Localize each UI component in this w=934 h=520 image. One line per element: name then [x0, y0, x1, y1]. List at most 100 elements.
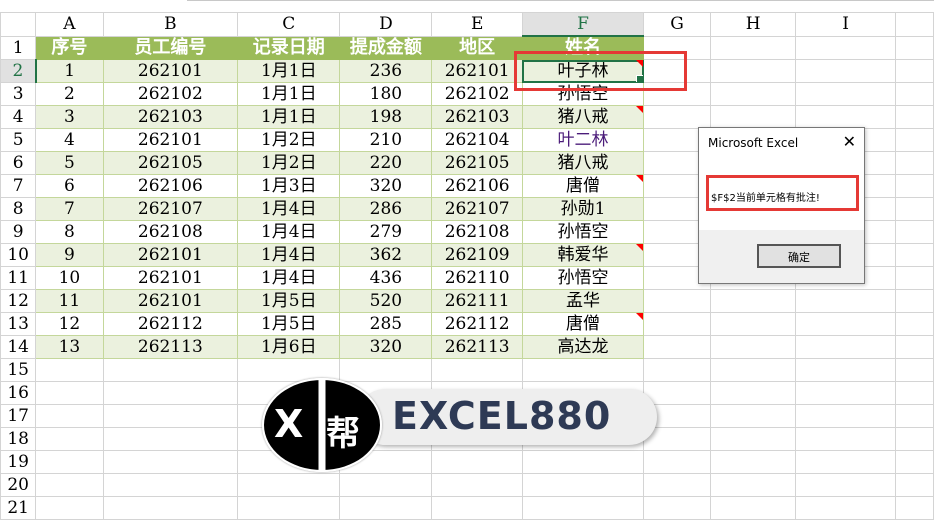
- cell-b11[interactable]: 262101: [102, 266, 239, 290]
- cell-c10[interactable]: 1月4日: [237, 243, 341, 267]
- cell-f13[interactable]: 唐僧: [521, 312, 645, 336]
- cell-i14[interactable]: [795, 335, 896, 359]
- cell-f7[interactable]: 唐僧: [521, 174, 645, 198]
- column-header-d[interactable]: D: [339, 12, 433, 37]
- cell-x4[interactable]: [894, 105, 934, 129]
- cell-d2[interactable]: 236: [339, 59, 433, 83]
- cell-a3[interactable]: 2: [35, 82, 104, 106]
- cell-x1[interactable]: [894, 35, 934, 60]
- row-header-20[interactable]: 20: [0, 473, 37, 497]
- cell-i3[interactable]: [795, 82, 896, 106]
- cell-x9[interactable]: [894, 220, 934, 244]
- cell-x15[interactable]: [894, 358, 934, 382]
- cell-c13[interactable]: 1月5日: [237, 312, 341, 336]
- cell-b16[interactable]: [102, 381, 239, 405]
- cell-x18[interactable]: [894, 427, 934, 451]
- cell-e3[interactable]: 262102: [431, 82, 523, 106]
- cell-b7[interactable]: 262106: [102, 174, 239, 198]
- cell-c1[interactable]: 记录日期: [237, 35, 341, 60]
- cell-h13[interactable]: [710, 312, 797, 336]
- cell-x20[interactable]: [894, 473, 934, 497]
- cell-f10[interactable]: 韩爱华: [521, 243, 645, 267]
- cell-b12[interactable]: 262101: [102, 289, 239, 313]
- cell-h17[interactable]: [710, 404, 797, 428]
- cell-c7[interactable]: 1月3日: [237, 174, 341, 198]
- cell-f6[interactable]: 猪八戒: [521, 151, 645, 175]
- cell-e6[interactable]: 262105: [431, 151, 523, 175]
- cell-e19[interactable]: [431, 450, 523, 474]
- cell-d4[interactable]: 198: [339, 105, 433, 129]
- cell-a21[interactable]: [35, 496, 104, 520]
- cell-f4[interactable]: 猪八戒: [521, 105, 645, 129]
- cell-x21[interactable]: [894, 496, 934, 520]
- cell-a14[interactable]: 13: [35, 335, 104, 359]
- cell-c21[interactable]: [237, 496, 341, 520]
- cell-g14[interactable]: [643, 335, 712, 359]
- column-header-h[interactable]: H: [710, 12, 797, 37]
- cell-a10[interactable]: 9: [35, 243, 104, 267]
- row-header-14[interactable]: 14: [0, 335, 37, 359]
- row-header-15[interactable]: 15: [0, 358, 37, 382]
- cell-d6[interactable]: 220: [339, 151, 433, 175]
- cell-c8[interactable]: 1月4日: [237, 197, 341, 221]
- row-header-2[interactable]: 2: [0, 59, 37, 83]
- cell-i12[interactable]: [795, 289, 896, 313]
- column-header-overflow[interactable]: [894, 12, 934, 37]
- cell-b14[interactable]: 262113: [102, 335, 239, 359]
- cell-e20[interactable]: [431, 473, 523, 497]
- cell-i17[interactable]: [795, 404, 896, 428]
- cell-i20[interactable]: [795, 473, 896, 497]
- cell-d3[interactable]: 180: [339, 82, 433, 106]
- cell-x13[interactable]: [894, 312, 934, 336]
- cell-f5[interactable]: 叶二林: [521, 128, 645, 152]
- cell-h1[interactable]: [710, 35, 797, 60]
- row-header-8[interactable]: 8: [0, 197, 37, 221]
- cell-f12[interactable]: 孟华: [521, 289, 645, 313]
- cell-h20[interactable]: [710, 473, 797, 497]
- cell-e5[interactable]: 262104: [431, 128, 523, 152]
- cell-f9[interactable]: 孙悟空: [521, 220, 645, 244]
- cell-h21[interactable]: [710, 496, 797, 520]
- row-header-5[interactable]: 5: [0, 128, 37, 152]
- cell-x12[interactable]: [894, 289, 934, 313]
- cell-a16[interactable]: [35, 381, 104, 405]
- cell-d14[interactable]: 320: [339, 335, 433, 359]
- cell-b1[interactable]: 员工编号: [102, 35, 239, 60]
- cell-b4[interactable]: 262103: [102, 105, 239, 129]
- cell-e1[interactable]: 地区: [431, 35, 523, 60]
- cell-f19[interactable]: [521, 450, 645, 474]
- fill-handle[interactable]: [636, 75, 643, 82]
- cell-c2[interactable]: 1月1日: [237, 59, 341, 83]
- cell-x16[interactable]: [894, 381, 934, 405]
- cell-h2[interactable]: [710, 59, 797, 83]
- cell-c20[interactable]: [237, 473, 341, 497]
- cell-g16[interactable]: [643, 381, 712, 405]
- cell-a13[interactable]: 12: [35, 312, 104, 336]
- cell-c4[interactable]: 1月1日: [237, 105, 341, 129]
- cell-c9[interactable]: 1月4日: [237, 220, 341, 244]
- cell-a15[interactable]: [35, 358, 104, 382]
- cell-i19[interactable]: [795, 450, 896, 474]
- ok-button[interactable]: 确定: [757, 244, 841, 268]
- cell-b8[interactable]: 262107: [102, 197, 239, 221]
- cell-f14[interactable]: 高达龙: [521, 335, 645, 359]
- cell-a5[interactable]: 4: [35, 128, 104, 152]
- row-header-16[interactable]: 16: [0, 381, 37, 405]
- cell-i1[interactable]: [795, 35, 896, 60]
- column-header-b[interactable]: B: [102, 12, 239, 37]
- cell-g20[interactable]: [643, 473, 712, 497]
- column-header-g[interactable]: G: [643, 12, 712, 37]
- cell-a18[interactable]: [35, 427, 104, 451]
- cell-b6[interactable]: 262105: [102, 151, 239, 175]
- cell-d9[interactable]: 279: [339, 220, 433, 244]
- row-header-10[interactable]: 10: [0, 243, 37, 267]
- cell-e2[interactable]: 262101: [431, 59, 523, 83]
- cell-h12[interactable]: [710, 289, 797, 313]
- cell-g15[interactable]: [643, 358, 712, 382]
- cell-e13[interactable]: 262112: [431, 312, 523, 336]
- cell-b17[interactable]: [102, 404, 239, 428]
- cell-x17[interactable]: [894, 404, 934, 428]
- cell-i4[interactable]: [795, 105, 896, 129]
- cell-x10[interactable]: [894, 243, 934, 267]
- cell-h19[interactable]: [710, 450, 797, 474]
